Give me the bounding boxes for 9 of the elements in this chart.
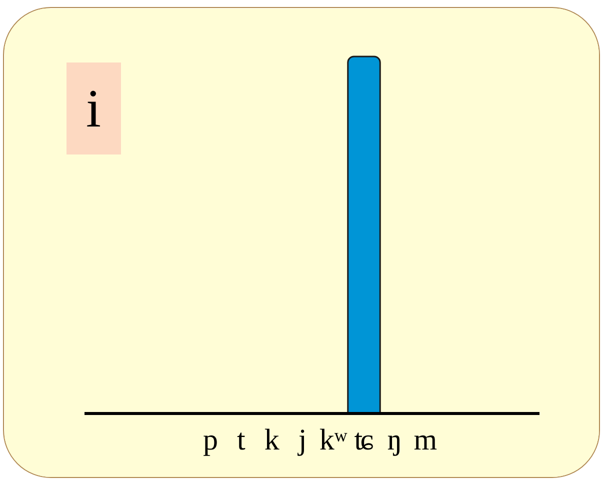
- x-tick-label: m: [414, 424, 438, 456]
- x-tick-label: ʨ: [354, 424, 374, 456]
- x-tick-label: ŋ: [387, 424, 402, 456]
- x-tick-label: t: [237, 424, 246, 456]
- chart-title: i: [86, 78, 102, 138]
- x-tick-label: j: [297, 424, 307, 456]
- x-tick-label: p: [203, 424, 218, 456]
- x-tick-label: k: [264, 424, 280, 456]
- x-tick-label: kʷ: [319, 424, 348, 456]
